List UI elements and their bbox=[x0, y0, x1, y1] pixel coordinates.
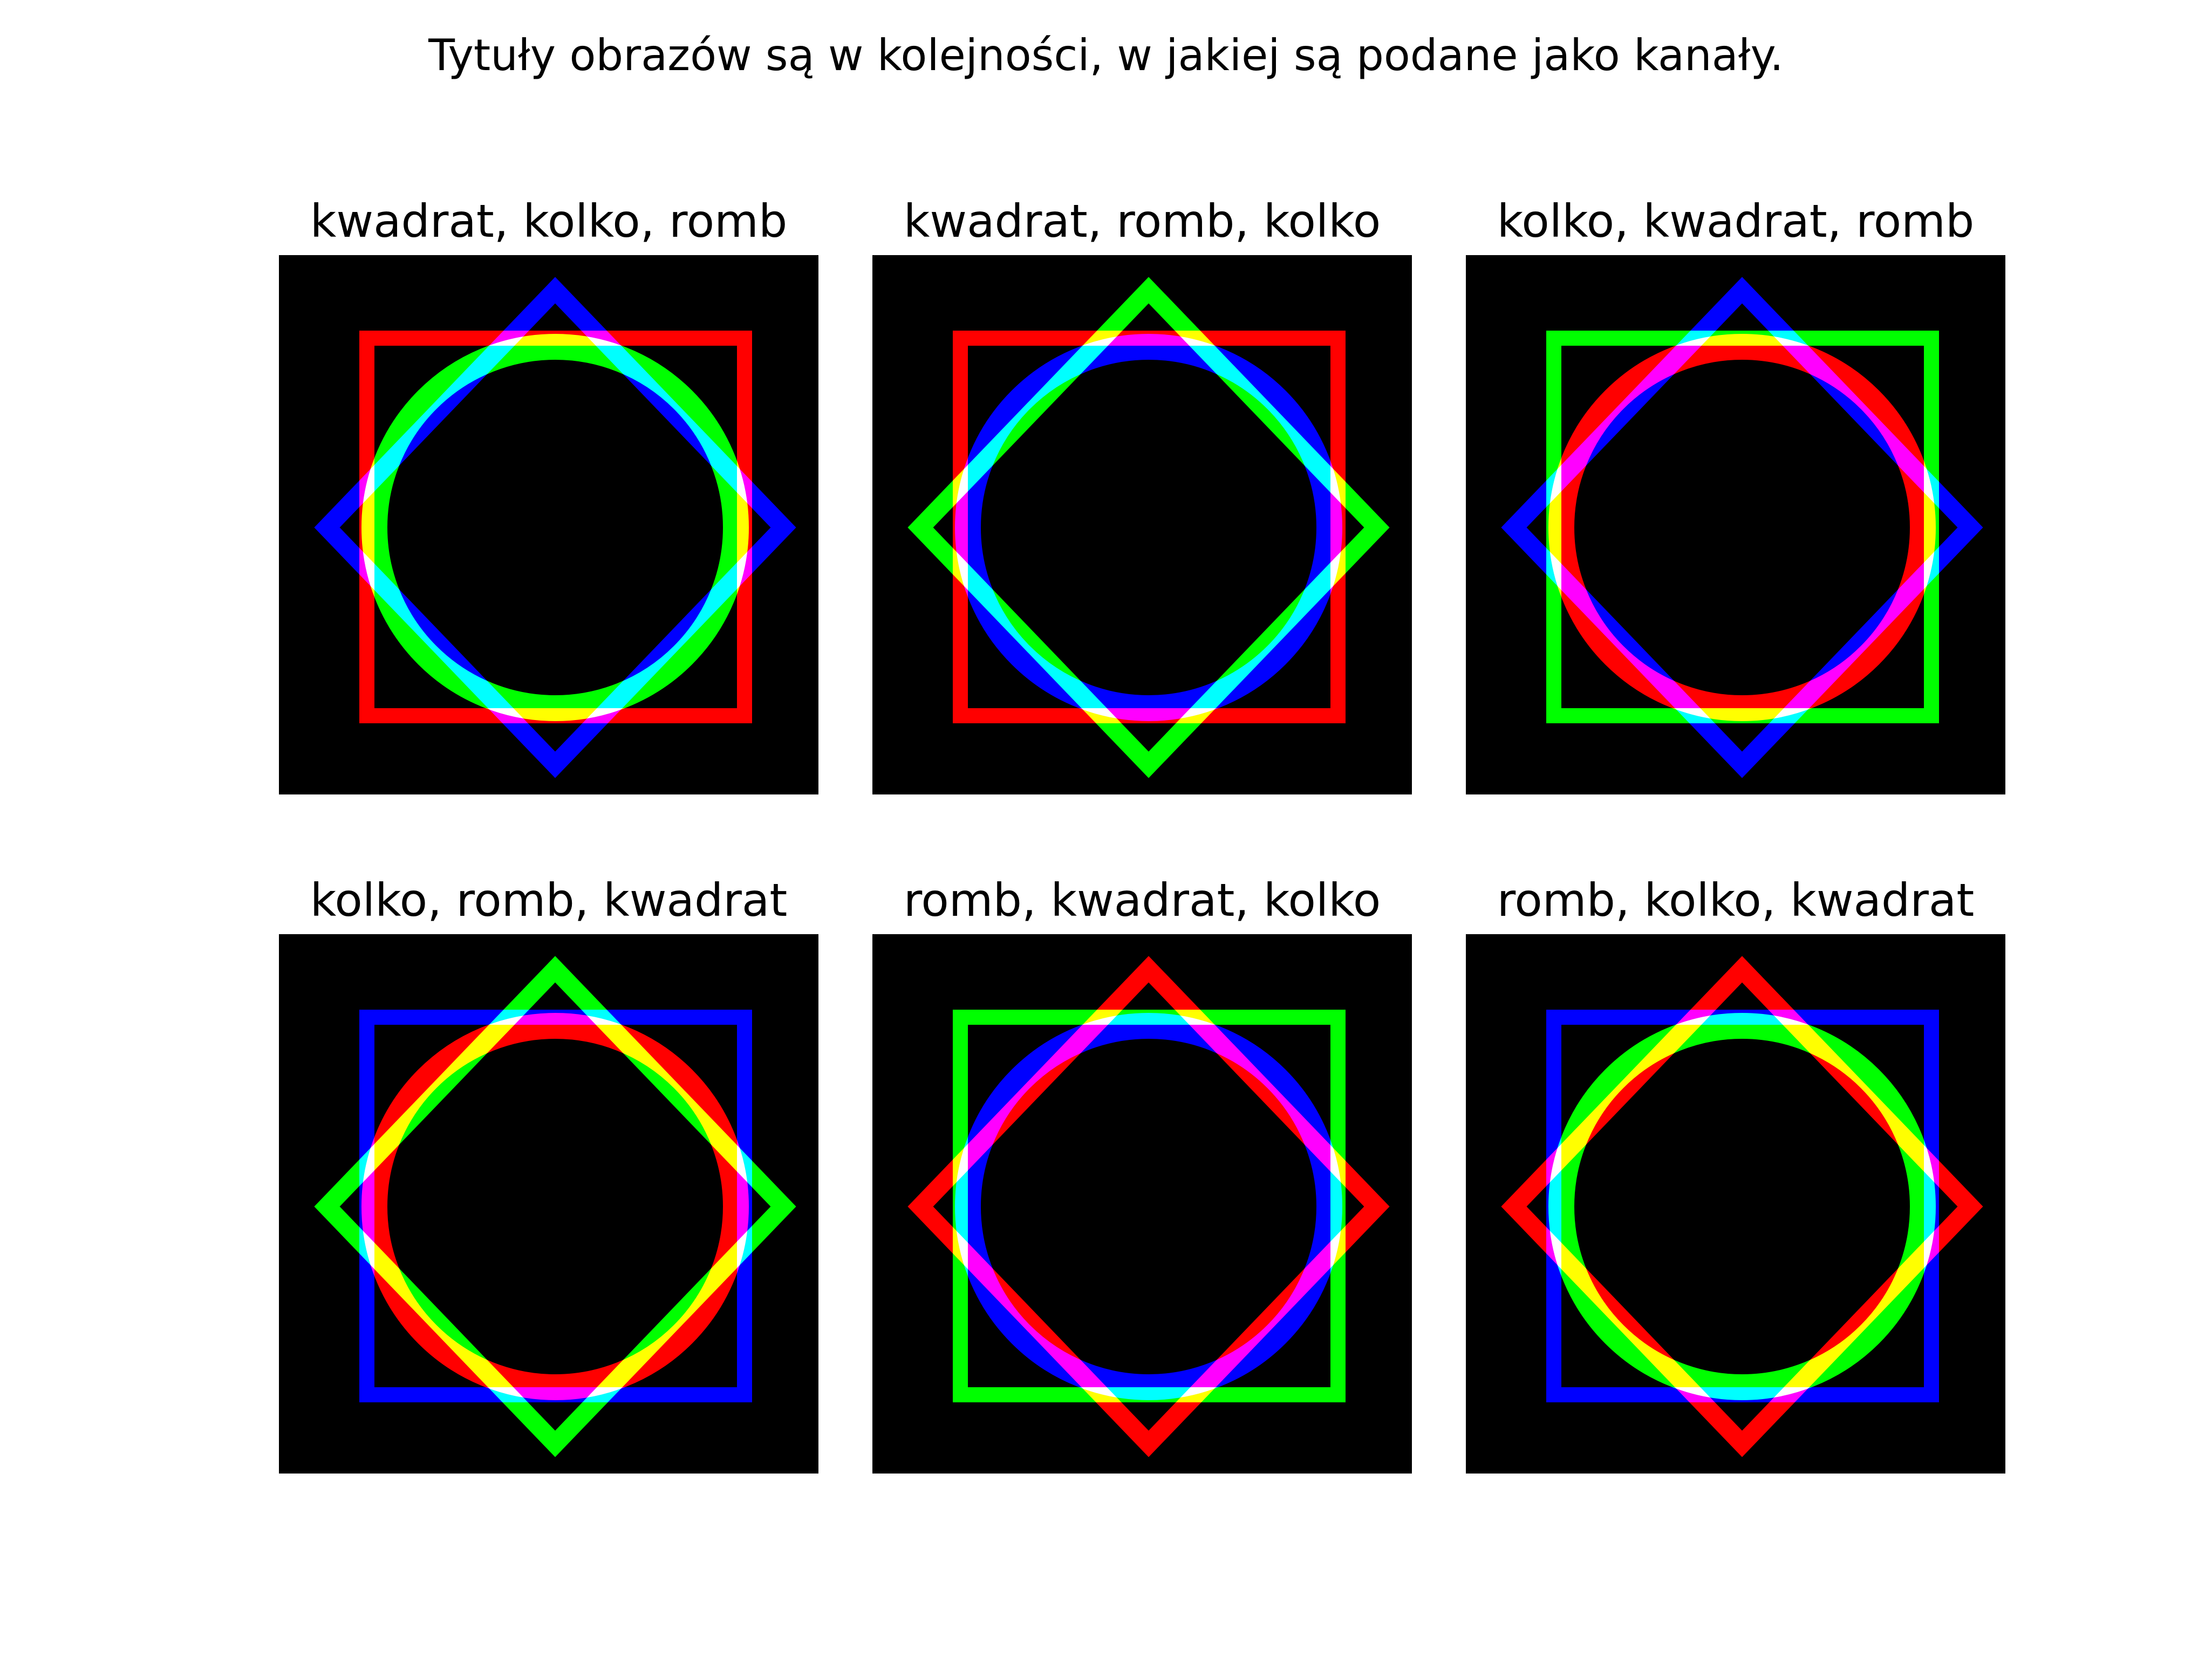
rgb-composite-image bbox=[1466, 255, 2005, 794]
image-panel: kolko, kwadrat, romb bbox=[1466, 187, 2005, 794]
rgb-composite-image bbox=[872, 255, 1412, 794]
image-panel: romb, kolko, kwadrat bbox=[1466, 866, 2005, 1474]
shape-kwadrat bbox=[359, 1010, 752, 1402]
rgb-composite-image bbox=[872, 934, 1412, 1474]
panel-title: romb, kolko, kwadrat bbox=[1497, 874, 1975, 927]
shape-romb bbox=[314, 956, 796, 1457]
shape-kwadrat bbox=[1546, 331, 1939, 723]
figure-title: Tytuły obrazów są w kolejności, w jakiej… bbox=[428, 30, 1784, 80]
rgb-composite-image bbox=[279, 255, 818, 794]
image-panel: kolko, romb, kwadrat bbox=[279, 866, 818, 1474]
panel-title: kolko, kwadrat, romb bbox=[1497, 195, 1975, 248]
image-panel: romb, kwadrat, kolko bbox=[872, 866, 1412, 1474]
image-panel: kwadrat, kolko, romb bbox=[279, 187, 818, 794]
shape-kolko bbox=[955, 1013, 1342, 1400]
shape-romb bbox=[314, 277, 796, 778]
shape-kwadrat bbox=[1546, 1010, 1939, 1402]
rgb-composite-image bbox=[279, 934, 818, 1474]
image-panel: kwadrat, romb, kolko bbox=[872, 187, 1412, 794]
shape-kolko bbox=[955, 334, 1342, 721]
shape-kolko bbox=[361, 334, 749, 721]
rgb-composite-image bbox=[1466, 934, 2005, 1474]
panel-title: romb, kwadrat, kolko bbox=[903, 874, 1381, 927]
panel-title: kolko, romb, kwadrat bbox=[310, 874, 788, 927]
panel-title: kwadrat, kolko, romb bbox=[310, 195, 788, 248]
shape-romb bbox=[1501, 277, 1983, 778]
panel-title: kwadrat, romb, kolko bbox=[903, 195, 1381, 248]
